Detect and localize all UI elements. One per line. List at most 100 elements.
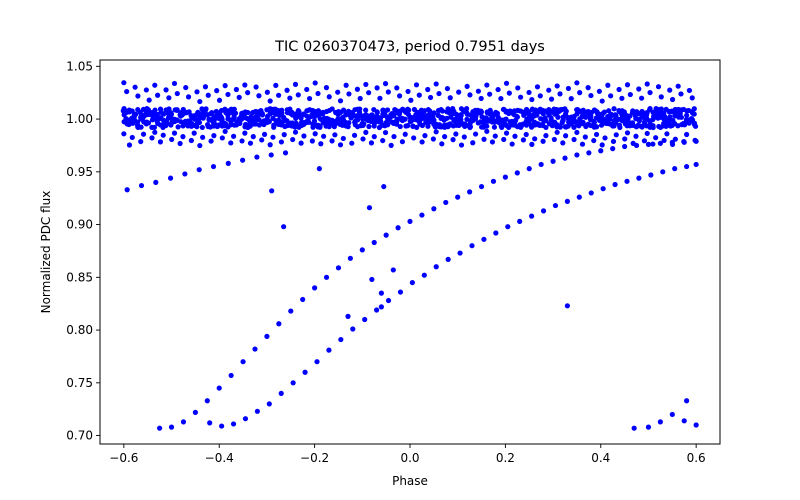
band-point: [363, 107, 369, 113]
band-point: [442, 134, 448, 140]
band-point: [478, 95, 484, 102]
band-point: [492, 133, 498, 139]
band-point: [239, 138, 245, 144]
band-point: [467, 92, 473, 98]
band-point: [629, 120, 636, 126]
band-point: [354, 117, 360, 123]
data-point: [600, 186, 606, 192]
band-point: [216, 97, 223, 103]
band-point: [253, 84, 259, 90]
band-point: [638, 95, 645, 101]
band-point: [259, 137, 265, 143]
band-point: [467, 124, 474, 130]
band-point: [574, 80, 580, 86]
band-point: [264, 89, 270, 95]
band-point: [380, 137, 386, 144]
band-point: [456, 89, 462, 95]
data-point: [612, 181, 618, 188]
data-point: [431, 206, 437, 212]
band-point: [293, 115, 299, 121]
band-point: [197, 142, 203, 149]
band-point: [601, 109, 608, 115]
band-point: [267, 98, 273, 104]
x-tick-label: 0.2: [496, 451, 515, 465]
band-point: [608, 93, 614, 99]
band-point: [636, 86, 642, 92]
band-point: [543, 124, 549, 131]
band-point: [422, 133, 428, 139]
band-point: [503, 80, 510, 86]
data-point: [228, 372, 234, 379]
band-point: [211, 133, 217, 139]
band-point: [436, 90, 442, 97]
band-point: [335, 89, 341, 95]
band-point: [664, 131, 670, 137]
band-point: [503, 130, 510, 136]
data-point: [493, 230, 499, 236]
band-point: [667, 87, 673, 93]
band-point: [143, 87, 149, 93]
data-point: [672, 166, 678, 172]
band-point: [178, 119, 184, 125]
y-axis-label: Normalized PDC flux: [39, 191, 53, 314]
band-point: [163, 87, 169, 93]
y-tick-label: 1.00: [66, 112, 93, 126]
data-point: [371, 239, 377, 246]
band-point: [329, 106, 335, 112]
band-point: [560, 140, 566, 146]
data-point: [390, 267, 396, 273]
band-point: [199, 124, 205, 131]
band-point: [653, 135, 659, 141]
data-point: [326, 347, 332, 353]
band-point: [202, 107, 209, 113]
data-point: [153, 179, 159, 185]
band-point: [503, 116, 509, 122]
band-point: [596, 111, 602, 117]
band-point: [408, 97, 414, 103]
band-point: [427, 94, 434, 101]
data-point: [397, 289, 404, 295]
band-point: [432, 124, 438, 130]
data-point: [407, 218, 413, 225]
band-point: [691, 106, 697, 112]
band-point: [284, 118, 290, 124]
band-point: [599, 142, 605, 148]
band-point: [658, 94, 664, 100]
band-point: [134, 119, 141, 125]
band-point: [188, 137, 194, 144]
data-point: [335, 265, 342, 271]
band-point: [349, 140, 355, 146]
band-point: [394, 85, 400, 91]
band-point: [463, 109, 470, 115]
band-point: [225, 91, 231, 98]
band-point: [610, 138, 617, 145]
band-point: [591, 137, 597, 144]
band-point: [261, 131, 268, 137]
data-point: [588, 190, 594, 196]
band-point: [382, 81, 389, 87]
band-point: [121, 131, 127, 137]
band-point: [557, 91, 563, 97]
band-point: [557, 124, 563, 130]
band-point: [301, 133, 307, 139]
y-tick-label: 1.05: [66, 59, 93, 73]
band-point: [174, 107, 180, 114]
band-point: [399, 139, 406, 145]
band-point: [361, 121, 367, 127]
data-point: [254, 408, 260, 414]
band-point: [627, 91, 633, 98]
y-tick-label: 0.75: [66, 376, 93, 390]
band-point: [458, 142, 465, 148]
band-point: [363, 129, 369, 135]
y-axis: 0.70 0.75 0.80 0.85 0.90 0.95 1.00 1.05: [66, 59, 100, 443]
data-point: [192, 409, 198, 415]
y-tick-label: 0.95: [66, 165, 93, 179]
data-point: [502, 174, 508, 180]
data-point: [316, 166, 322, 172]
data-point: [645, 141, 652, 147]
data-point: [302, 369, 308, 375]
band-point: [594, 124, 600, 130]
band-point: [470, 140, 476, 146]
band-point: [270, 134, 276, 140]
data-point: [586, 150, 592, 156]
